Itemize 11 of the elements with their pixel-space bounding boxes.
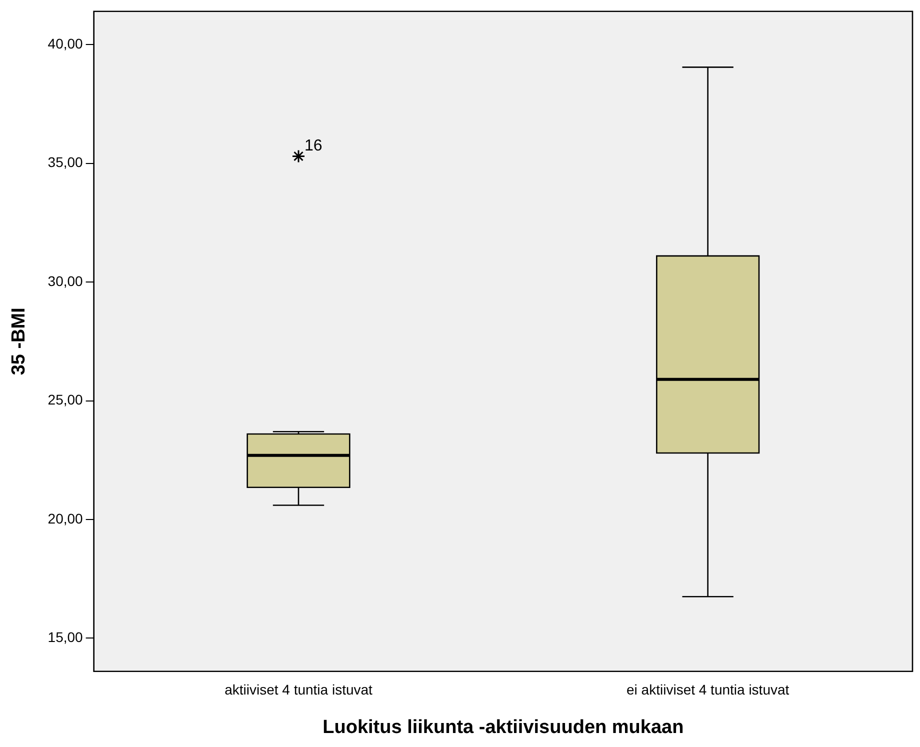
y-axis-title: 35 -BMI (8, 308, 30, 376)
x-tick-label: ei aktiiviset 4 tuntia istuvat (626, 682, 790, 698)
y-tick-label: 30,00 (48, 272, 84, 289)
x-axis-title: Luokitus liikunta -aktiivisuuden mukaan (322, 716, 684, 738)
y-tick-label: 15,00 (48, 629, 84, 646)
y-tick-label: 35,00 (48, 154, 84, 170)
y-tick-label: 20,00 (48, 510, 84, 526)
y-tick-label: 40,00 (48, 35, 84, 52)
annotation: 16 (304, 138, 322, 155)
y-tick-label: 25,00 (48, 392, 84, 408)
x-tick-label: aktiiviset 4 tuntia istuvat (224, 682, 373, 698)
